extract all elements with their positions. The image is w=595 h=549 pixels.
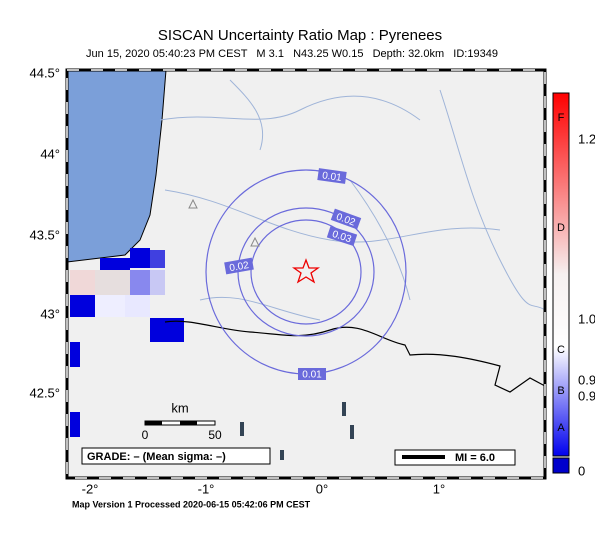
scale-start: 0 [142, 428, 149, 442]
lat-label: 44° [40, 146, 60, 161]
map: 0.01 0.02 0.03 0.02 0.01 km 0 50 GRADE: … [67, 70, 545, 478]
grade-letter: D [557, 222, 565, 234]
colorbar-grades: F D C B A [557, 112, 565, 434]
lakes [240, 402, 354, 460]
grade: GRADE: – (Mean sigma: –) [87, 451, 226, 463]
contour-labels: 0.01 0.02 0.03 0.02 0.01 [224, 168, 362, 381]
colorbar-zero [552, 457, 570, 474]
colorbar-value: 0.9 [578, 388, 595, 403]
subtitle: Jun 15, 2020 05:40:23 PM CEST M 3.1 N43.… [86, 48, 498, 60]
ocean [67, 70, 167, 263]
rivers [159, 79, 545, 321]
colorbar-value: 1.2 [578, 131, 595, 146]
mi-box [394, 449, 516, 466]
colorbar: 1.2 1.0 0.9 0.9 0 F D C B A [552, 92, 595, 478]
lon-label: -1° [198, 481, 215, 496]
mi-legend: MI = 6.0 [455, 452, 495, 464]
station [250, 236, 260, 247]
lon-label: -2° [82, 481, 99, 496]
colorbar-value: 0.9 [578, 372, 595, 387]
contour-label: 0.01 [321, 170, 342, 184]
grid-cells [70, 248, 184, 437]
grade-letter: F [558, 112, 565, 124]
colorbar-gradient [552, 92, 570, 457]
lon-label: 1° [433, 481, 445, 496]
scale-bar: km 0 50 [142, 400, 222, 442]
grade-letter: C [557, 344, 565, 356]
lat-label: 42.5° [29, 385, 60, 400]
colorbar-values: 1.2 1.0 0.9 0.9 0 [578, 131, 595, 478]
contour-label: 0.01 [302, 370, 322, 381]
station [188, 198, 198, 209]
lon-labels: -2° -1° 0° 1° [82, 481, 446, 496]
footer: Map Version 1 Processed 2020-06-15 05:42… [72, 499, 311, 509]
title: SISCAN Uncertainty Ratio Map : Pyrenees [158, 27, 442, 44]
contour-label: 0.02 [229, 260, 251, 274]
scale-end: 50 [208, 428, 222, 442]
grade-letter: B [557, 385, 564, 397]
border [164, 320, 545, 393]
frame-dash [66, 69, 546, 479]
colorbar-value: 0 [578, 463, 585, 478]
colorbar-value: 1.0 [578, 311, 595, 326]
epicenter [291, 258, 321, 284]
lat-labels: 44.5° 44° 43.5° 43° 42.5° [29, 65, 60, 400]
lon-label: 0° [316, 481, 328, 496]
grade-box [81, 447, 271, 465]
lat-label: 43.5° [29, 227, 60, 242]
lat-label: 43° [40, 306, 60, 321]
grade-letter: A [557, 422, 565, 434]
lat-label: 44.5° [29, 65, 60, 80]
scale-unit: km [171, 400, 188, 415]
